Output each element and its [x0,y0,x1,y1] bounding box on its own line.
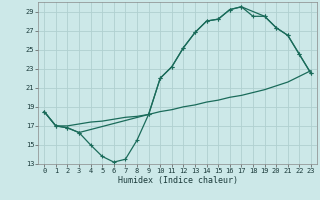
X-axis label: Humidex (Indice chaleur): Humidex (Indice chaleur) [118,176,238,185]
